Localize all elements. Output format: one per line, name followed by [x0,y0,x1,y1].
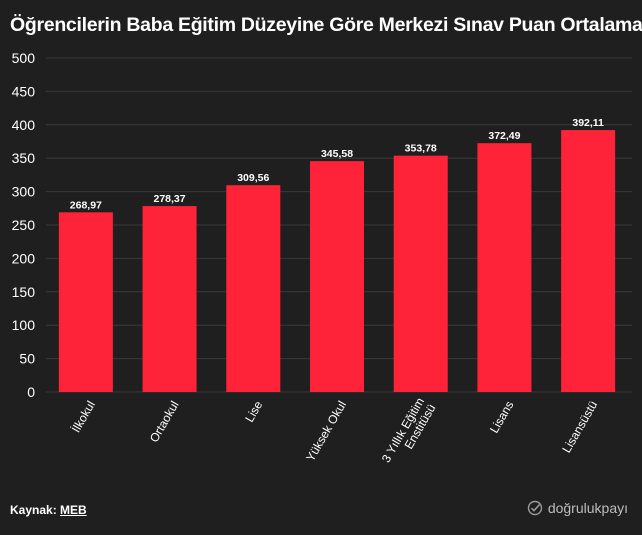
brand-name: doğrulukpayı [547,500,628,516]
x-tick-label-line: Yüksek Okul [303,399,349,464]
x-tick-label-line: Ortaokul [147,399,182,445]
y-axis-ticks: 0 50 100 150 200 250 300 350 400 450 500 [12,50,36,400]
bar [393,155,448,392]
source-link[interactable]: MEB [60,503,87,517]
bars [58,130,616,392]
source-note: Kaynak: MEB [10,503,87,517]
y-tick-label: 0 [27,384,35,400]
bar [561,130,616,392]
y-tick-label: 200 [12,250,36,266]
y-tick-label: 500 [12,50,36,66]
x-tick-label: Lise [242,398,265,424]
bar-value-label: 353,78 [405,143,437,155]
y-tick-label: 250 [12,217,36,233]
x-tick-label: Lisans [487,399,516,436]
chart-title: Öğrencilerin Baba Eğitim Düzeyine Göre M… [10,14,642,36]
x-tick-label: Yüksek Okul [303,399,349,464]
bar-value-label: 309,56 [237,172,269,184]
x-tick-label-line: Lise [242,398,265,424]
value-labels: 268,97 278,37 309,56 345,58 353,78 372,49 392,… [70,117,604,211]
bar [142,206,197,392]
x-tick-label: İlkokul [69,399,98,435]
bar [226,185,281,392]
y-tick-label: 50 [19,351,35,367]
bar-value-label: 268,97 [70,199,102,211]
y-tick-label: 100 [12,317,36,333]
source-label: Kaynak: [10,503,57,517]
y-tick-label: 400 [12,117,36,133]
y-tick-label: 150 [12,284,36,300]
y-tick-label: 450 [12,83,36,99]
x-tick-label: Lisansüstü [559,399,600,456]
bar-value-label: 372,49 [488,130,520,142]
x-axis-ticks: İlkokul Ortaokul Lise Yüksek Okul 3 Yıllık E… [69,395,600,465]
bar-value-label: 345,58 [321,148,353,160]
bar-value-label: 392,11 [572,117,604,129]
checkmark-icon [527,500,543,516]
x-tick-label-line: Lisansüstü [559,399,600,456]
x-tick-label-line: Lisans [487,399,516,436]
y-tick-label: 350 [12,150,36,166]
bar [58,212,113,392]
x-tick-label-line: İlkokul [69,399,98,435]
bar [477,143,532,392]
x-tick-label: Ortaokul [147,399,182,445]
brand-logo: doğrulukpayı [527,500,628,516]
bar [310,161,364,392]
y-tick-label: 300 [12,184,36,200]
bar-value-label: 278,37 [154,193,186,205]
